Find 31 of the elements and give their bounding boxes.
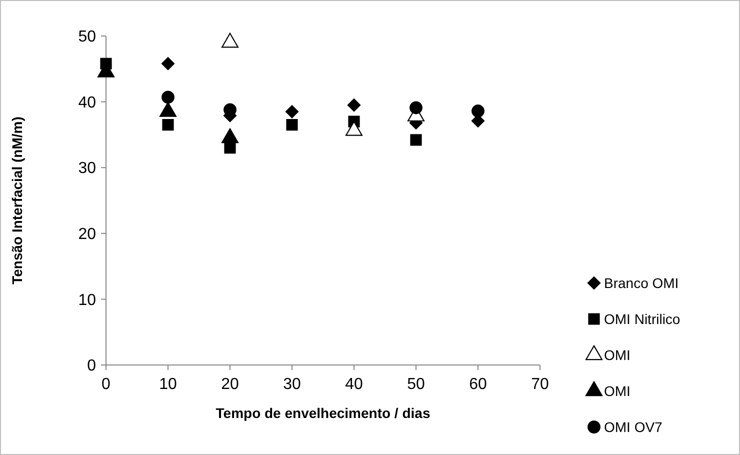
x-tick-label: 50 <box>407 376 425 393</box>
x-tick-label: 60 <box>469 376 487 393</box>
y-tick-label: 20 <box>78 226 96 243</box>
point <box>224 142 236 154</box>
point <box>472 104 484 118</box>
point <box>285 105 299 118</box>
x-tick-label: 30 <box>283 376 301 393</box>
x-axis-title: Tempo de envelhecimento / dias <box>216 405 430 421</box>
y-axis-title: Tensão Interfacial (nM/m) <box>9 116 25 284</box>
legend-label: OMI <box>604 382 630 399</box>
x-tick-label: 70 <box>531 376 549 393</box>
y-tick-label: 10 <box>78 292 96 309</box>
x-tick-label: 20 <box>221 376 239 393</box>
point <box>410 101 422 114</box>
point <box>286 119 298 131</box>
legend-label: OMI Nitrilico <box>604 310 680 327</box>
point <box>347 98 361 112</box>
point <box>162 119 174 131</box>
point <box>410 134 422 146</box>
x-tick-label: 40 <box>345 376 363 393</box>
point <box>161 56 175 70</box>
legend-label: OMI <box>604 346 630 363</box>
x-tick-label: 10 <box>159 376 177 393</box>
legend-label: OMI OV7 <box>604 418 663 435</box>
y-tick-label: 30 <box>78 160 96 178</box>
y-tick-label: 0 <box>87 358 96 375</box>
point <box>162 90 174 104</box>
legend-label: Branco OMI <box>604 274 679 291</box>
x-tick-label: 0 <box>102 376 111 393</box>
y-tick-label: 40 <box>78 94 96 112</box>
y-tick-label: 50 <box>78 28 96 46</box>
